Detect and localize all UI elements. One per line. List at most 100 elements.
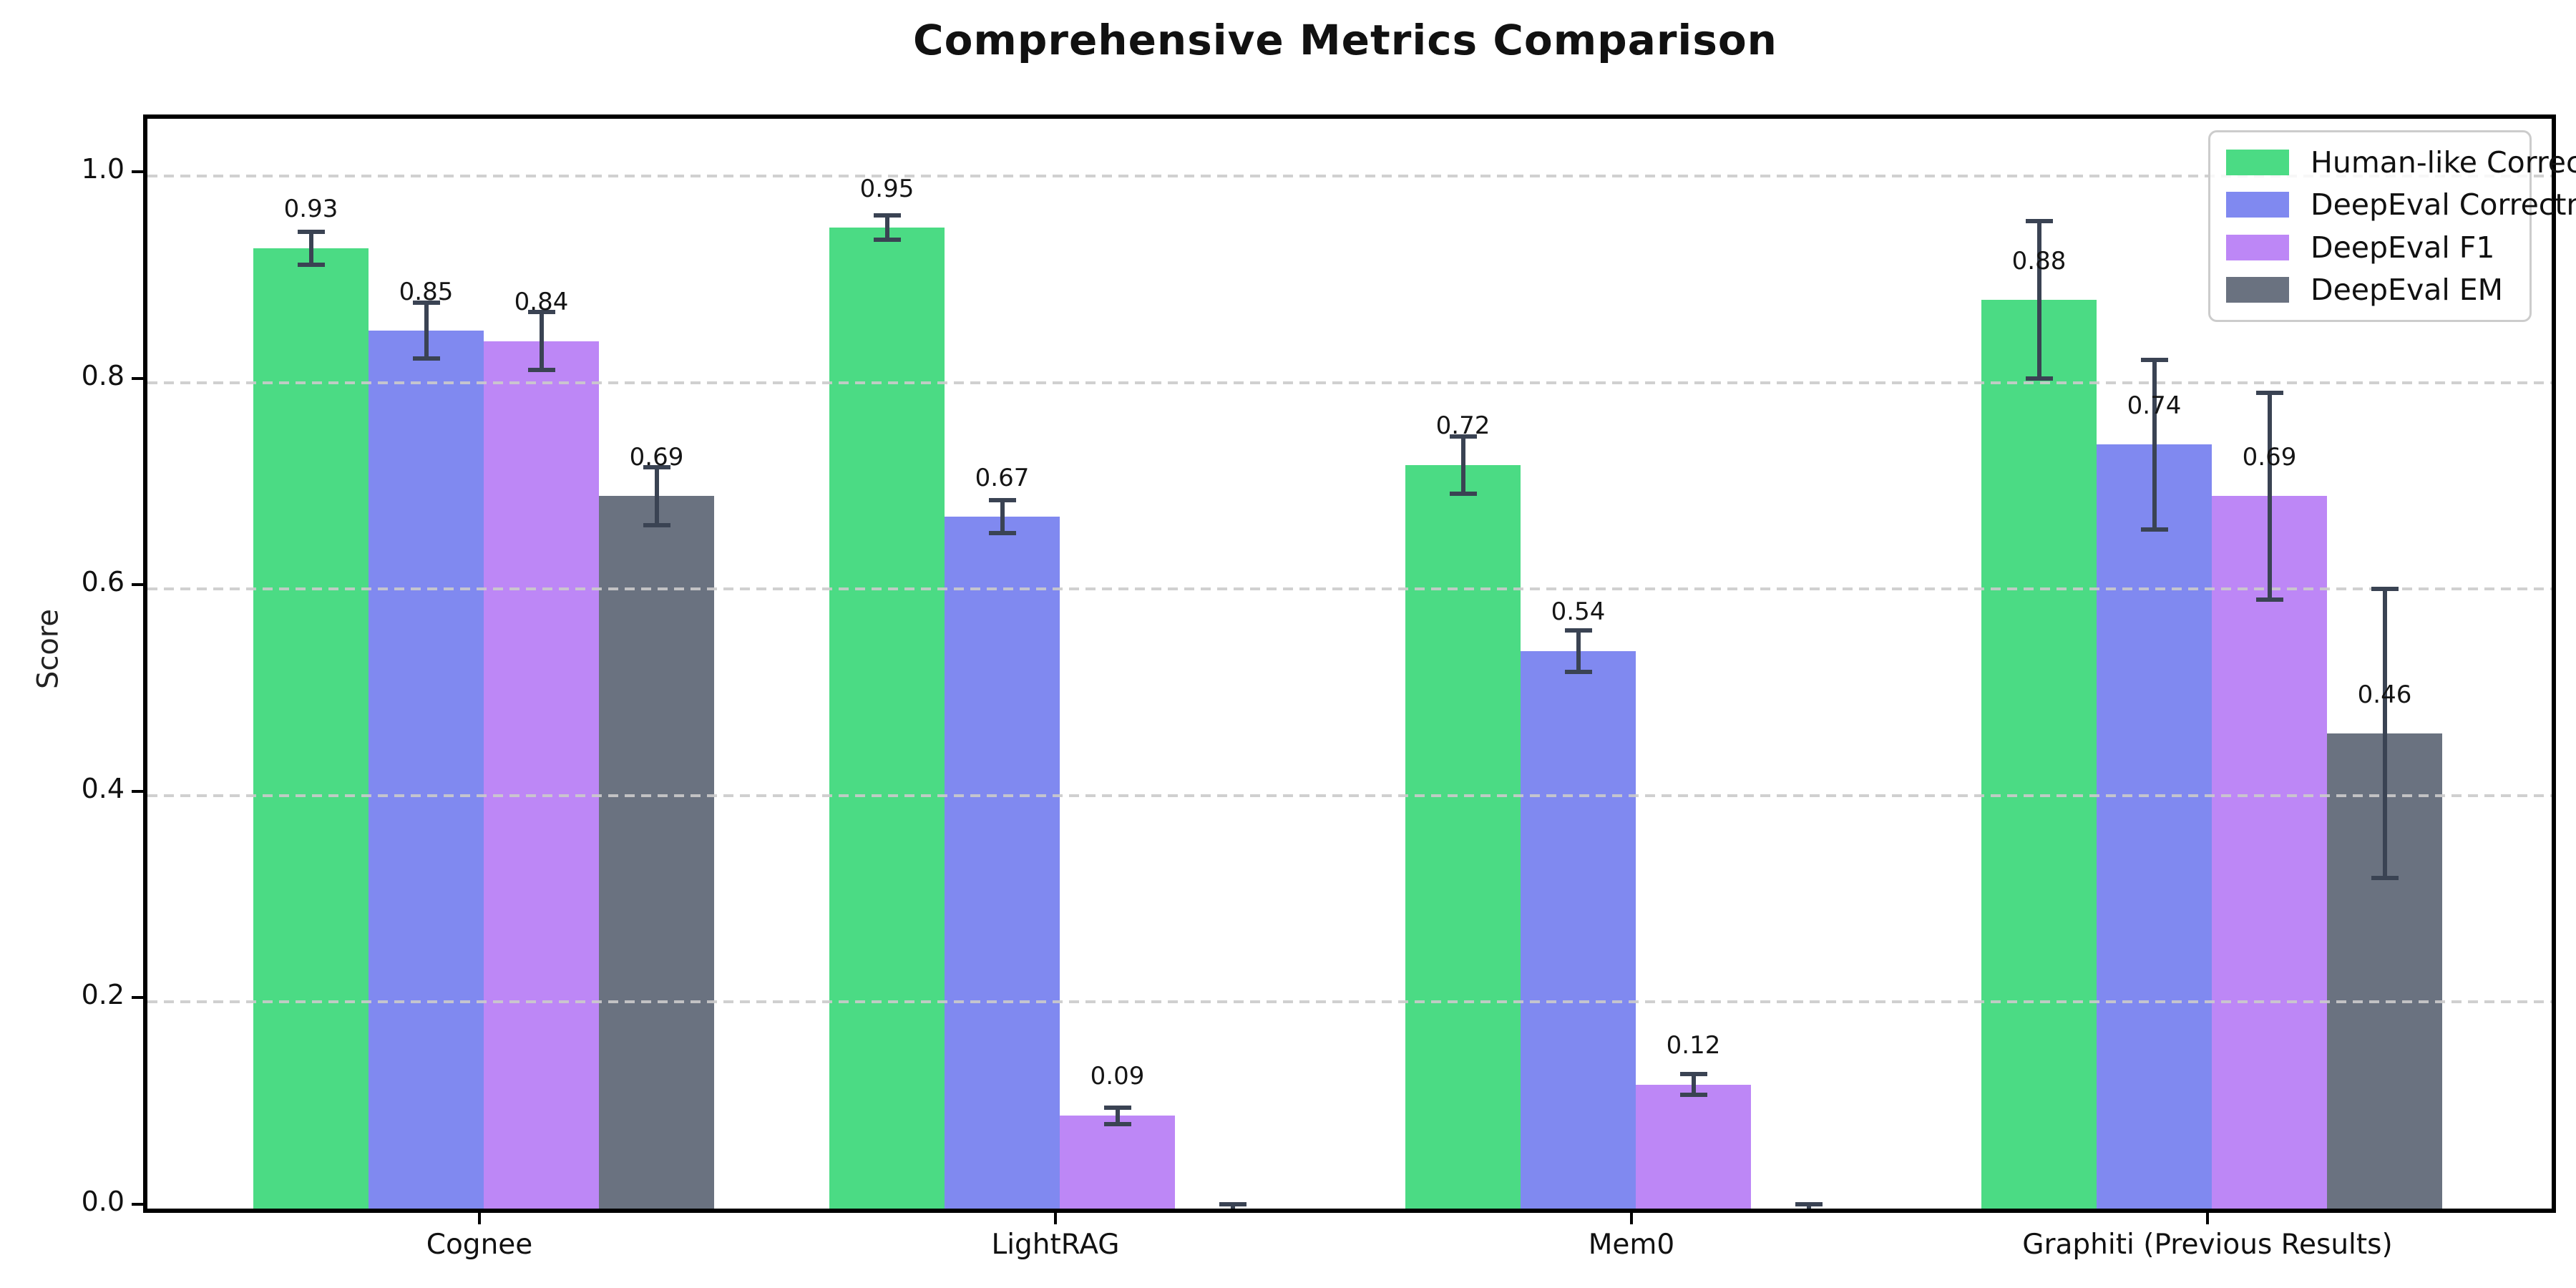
legend-swatch (2226, 276, 2289, 303)
error-bar-line (654, 467, 659, 525)
bar-Cognee-DeepEval EM (599, 496, 714, 1209)
error-bar-cap-bottom (1564, 670, 1592, 674)
y-tick-label: 0.8 (81, 360, 125, 391)
legend-item: DeepEval F1 (2226, 230, 2512, 265)
y-tick (132, 170, 143, 173)
error-bar-cap-top (527, 310, 555, 314)
legend-item: DeepEval Correctness (2226, 187, 2576, 222)
error-bar-cap-top (1103, 1106, 1131, 1110)
x-tick (1054, 1213, 1057, 1224)
gridline (147, 794, 2552, 797)
y-tick (132, 583, 143, 586)
error-bar-line (2036, 222, 2041, 379)
error-bar-cap-top (412, 301, 440, 305)
y-tick-label: 0.6 (81, 566, 125, 597)
gridline (147, 587, 2552, 590)
y-tick-label: 1.0 (81, 153, 125, 185)
error-bar-line (1230, 1204, 1235, 1209)
legend-swatch (2226, 234, 2289, 260)
bar-value-label: 0.46 (2357, 680, 2412, 709)
x-tick-label: Cognee (426, 1229, 533, 1261)
error-bar-cap-top (2140, 358, 2168, 362)
error-bar-line (2382, 589, 2387, 878)
bar-value-label: 0.85 (399, 278, 454, 306)
x-tick-label: LightRAG (991, 1229, 1120, 1261)
legend-item: Human-like Correctness (2226, 145, 2576, 180)
error-bar-cap-top (643, 465, 670, 469)
error-bar-cap-bottom (988, 531, 1016, 535)
error-bar-cap-bottom (873, 238, 901, 242)
bar-value-label: 0.69 (629, 443, 684, 472)
error-bar-cap-top (2025, 219, 2053, 223)
error-bar-line (2267, 393, 2272, 600)
legend-swatch (2226, 192, 2289, 218)
bar-value-label: 0.67 (975, 464, 1030, 492)
x-tick (1630, 1213, 1633, 1224)
error-bar-line (424, 303, 429, 358)
error-bar-line (1806, 1204, 1811, 1209)
error-bar-line (1460, 436, 1465, 494)
error-bar-cap-bottom (527, 368, 555, 372)
bar-LightRAG-Human-like Correctness (829, 228, 945, 1209)
error-bar-line (539, 312, 544, 370)
bar-value-label: 0.69 (2242, 443, 2297, 472)
legend: Human-like Correctness DeepEval Correctne… (2208, 130, 2576, 322)
gridline (147, 175, 2552, 177)
error-bar-line (2152, 360, 2157, 530)
bar-Cognee-Human-like Correctness (253, 248, 369, 1209)
error-bar-cap-top (988, 498, 1016, 502)
error-bar-cap-bottom (412, 356, 440, 361)
error-bar-cap-top (2371, 587, 2399, 591)
bar-LightRAG-DeepEval Correctness (945, 517, 1060, 1209)
error-bar-cap-top (1219, 1202, 1246, 1206)
error-bar-cap-bottom (2371, 876, 2399, 880)
bar-Mem0-Human-like Correctness (1405, 465, 1521, 1209)
error-bar-line (1691, 1074, 1696, 1095)
bar-Cognee-DeepEval F1 (484, 341, 599, 1209)
error-bar-cap-top (2255, 391, 2283, 395)
error-bar-cap-top (1795, 1202, 1823, 1206)
y-tick (132, 377, 143, 380)
bar-value-label: 0.72 (1435, 411, 1491, 440)
error-bar-cap-bottom (643, 523, 670, 527)
bar-value-label: 0.54 (1551, 597, 1606, 626)
y-tick-label: 0.2 (81, 979, 125, 1010)
error-bar-line (308, 232, 313, 265)
error-bar-cap-bottom (1449, 492, 1477, 496)
error-bar-cap-bottom (1795, 1211, 1823, 1213)
bar-value-label: 0.12 (1666, 1031, 1721, 1060)
bar-Mem0-DeepEval Correctness (1521, 651, 1636, 1209)
error-bar-line (1115, 1108, 1120, 1124)
error-bar-line (884, 215, 889, 240)
bar-value-label: 0.09 (1090, 1062, 1145, 1091)
x-tick-label: Mem0 (1588, 1229, 1675, 1261)
y-tick-label: 0.4 (81, 773, 125, 804)
error-bar-cap-top (1564, 628, 1592, 633)
error-bar-cap-top (1449, 434, 1477, 439)
x-tick (478, 1213, 481, 1224)
gridline (147, 381, 2552, 384)
bar-Cognee-DeepEval Correctness (369, 331, 484, 1209)
y-tick (132, 790, 143, 793)
error-bar-cap-top (873, 213, 901, 218)
bar-value-label: 0.84 (514, 288, 569, 316)
error-bar-line (1576, 630, 1581, 672)
y-tick (132, 1203, 143, 1206)
bar-Mem0-DeepEval F1 (1636, 1085, 1751, 1209)
y-axis-label: Score (31, 608, 65, 690)
bar-Graphiti (Previous Results)-DeepEval F1 (2212, 496, 2327, 1209)
chart-title: Comprehensive Metrics Comparison (913, 16, 1777, 64)
x-tick (2206, 1213, 2209, 1224)
plot-area: 0.93 0.95 0.72 0.88 0.85 0.67 0.54 0.74 0.84 0.09… (143, 114, 2556, 1213)
error-bar-cap-bottom (297, 263, 325, 267)
error-bar-cap-bottom (2140, 527, 2168, 532)
bar-LightRAG-DeepEval F1 (1060, 1116, 1175, 1209)
y-tick (132, 996, 143, 999)
bar-Graphiti (Previous Results)-Human-like Correctness (1981, 300, 2097, 1209)
error-bar-cap-top (297, 230, 325, 234)
error-bar-cap-bottom (2025, 376, 2053, 381)
error-bar-cap-bottom (1103, 1122, 1131, 1126)
gridline (147, 1000, 2552, 1003)
bar-value-label: 0.95 (859, 175, 914, 203)
